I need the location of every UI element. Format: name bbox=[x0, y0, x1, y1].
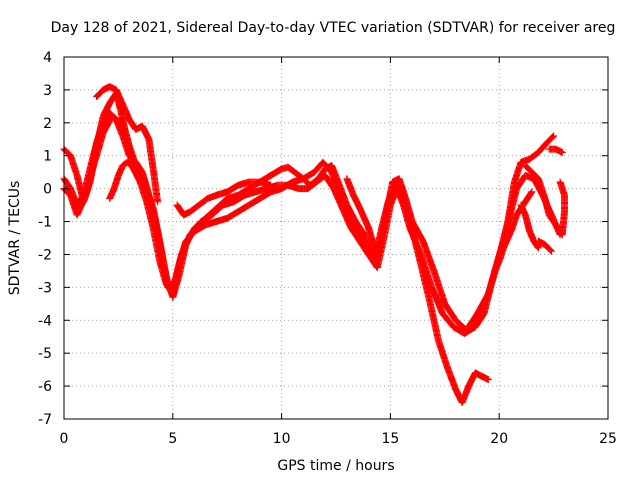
axis-ticks: 0 5 10 15 20 25 -7 -6 -5 -4 -3 -2 -1 0 1 2 3 4 bbox=[38, 50, 617, 447]
y-tick-label: -1 bbox=[38, 215, 52, 231]
grid bbox=[64, 57, 608, 419]
y-tick-label: -4 bbox=[38, 313, 52, 329]
x-tick-label: 25 bbox=[599, 431, 617, 447]
x-axis-label: GPS time / hours bbox=[277, 458, 394, 474]
y-tick-label: -2 bbox=[38, 247, 52, 263]
series-track-k bbox=[545, 145, 566, 156]
series-markers bbox=[173, 178, 275, 219]
series-markers bbox=[521, 162, 568, 239]
y-tick-label: -6 bbox=[38, 379, 52, 395]
y-tick-label: -5 bbox=[38, 346, 52, 362]
plot-frame bbox=[63, 56, 609, 420]
series-track-j bbox=[534, 237, 555, 255]
x-tick-label: 5 bbox=[168, 431, 177, 447]
series-track-g bbox=[343, 175, 379, 255]
series-track-e bbox=[106, 158, 140, 202]
y-tick-label: -3 bbox=[38, 280, 52, 296]
series-markers bbox=[517, 201, 542, 252]
y-tick-label: 2 bbox=[43, 116, 52, 132]
y-tick-label: 1 bbox=[43, 149, 52, 165]
y-tick-label: -7 bbox=[38, 412, 52, 428]
x-tick-label: 15 bbox=[381, 431, 399, 447]
y-tick-label: 0 bbox=[43, 182, 52, 198]
series-markers bbox=[343, 175, 379, 255]
series-markers bbox=[60, 109, 564, 337]
x-tick-label: 20 bbox=[490, 431, 508, 447]
y-tick-label: 3 bbox=[43, 83, 52, 99]
series-markers bbox=[545, 145, 566, 156]
y-tick-label: 4 bbox=[43, 50, 52, 66]
series-track-l bbox=[517, 201, 542, 252]
series-track-d bbox=[93, 83, 162, 206]
y-axis-label: SDTVAR / TECUs bbox=[7, 181, 23, 296]
x-tick-label: 0 bbox=[60, 431, 69, 447]
series-track-b bbox=[60, 109, 564, 337]
series-markers bbox=[106, 158, 140, 202]
series-track-i bbox=[521, 162, 568, 239]
data-points bbox=[60, 83, 568, 406]
chart-title: Day 128 of 2021, Sidereal Day-to-day VTE… bbox=[51, 20, 616, 36]
series-markers bbox=[534, 237, 555, 255]
series-markers bbox=[93, 83, 162, 206]
series-track-f bbox=[173, 178, 275, 219]
x-tick-label: 10 bbox=[273, 431, 291, 447]
